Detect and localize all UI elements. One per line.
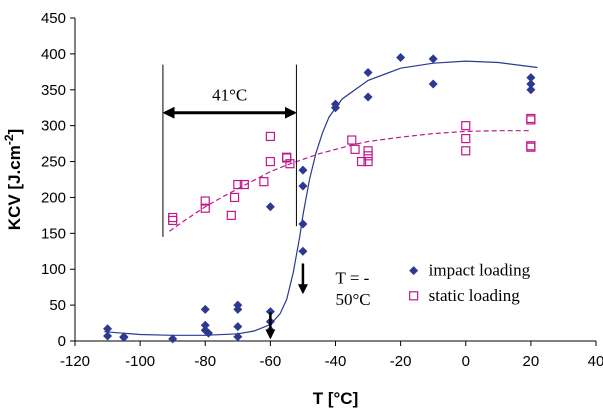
static-point	[461, 146, 471, 156]
annotations: 41°C T = - 50°C	[162, 64, 371, 340]
impact-point	[396, 52, 406, 62]
impact-point	[331, 103, 340, 113]
impact-point	[298, 165, 308, 175]
y-tick-label: 300	[41, 118, 66, 135]
y-tick-label: 150	[41, 225, 66, 242]
y-tick-label: 0	[58, 333, 66, 350]
static-point	[259, 177, 269, 187]
x-tick-label: 20	[523, 353, 540, 370]
impact-point	[298, 219, 308, 229]
x-tick-label: -120	[60, 353, 90, 370]
static-point	[526, 115, 536, 125]
static-point	[265, 156, 275, 167]
transition-label-line2: 50°C	[336, 290, 371, 309]
static-point	[229, 192, 240, 203]
y-tick-label: 200	[41, 189, 66, 206]
static-point	[356, 156, 367, 167]
static-point	[168, 215, 178, 226]
impact-point	[526, 73, 536, 83]
x-tick-label: -20	[390, 353, 412, 370]
y-tick-label: 50	[49, 297, 66, 314]
impact-point	[119, 332, 129, 342]
x-tick-label: -60	[260, 353, 282, 370]
impact-point	[204, 328, 214, 338]
static-point	[347, 135, 357, 145]
static-point	[363, 156, 373, 167]
legend: impact loading static loading	[409, 261, 531, 305]
static-point	[350, 144, 360, 154]
x-axis-title: T [°C]	[313, 389, 359, 408]
fit-curve-impact	[104, 60, 538, 336]
y-axis-title-close: ]	[5, 129, 24, 135]
x-tick-label: -100	[125, 353, 155, 370]
legend-marker-impact	[409, 266, 419, 276]
static-point	[226, 210, 236, 220]
impact-point	[233, 332, 243, 342]
static-point	[363, 151, 373, 161]
static-point	[461, 133, 471, 144]
x-tick-label: -80	[194, 353, 216, 370]
y-axis-title-superscript: -2	[2, 134, 16, 145]
static-point	[239, 179, 249, 190]
y-tick-label: 450	[41, 10, 66, 27]
transition-label-line1: T = -	[336, 269, 370, 288]
impact-point	[428, 54, 438, 64]
y-tick-label: 100	[41, 261, 66, 278]
impact-point	[298, 181, 308, 191]
impact-point	[168, 334, 178, 344]
impact-point	[428, 79, 438, 89]
impact-point	[103, 324, 113, 334]
static-point	[363, 146, 373, 156]
static-point	[168, 212, 178, 223]
fit-curves	[104, 60, 538, 336]
static-point	[265, 131, 275, 142]
static-point	[200, 203, 210, 213]
y-tick-label: 350	[41, 82, 66, 99]
static-point	[285, 159, 295, 169]
legend-label-impact: impact loading	[429, 261, 531, 280]
static-point	[282, 153, 292, 163]
fit-curve-static	[169, 130, 531, 232]
y-axis-title-main: KCV [J.cm	[5, 145, 24, 230]
x-ticks: -120 -100 -80 -60 -40 -20 0 20 40	[60, 341, 603, 370]
impact-point	[233, 322, 243, 332]
impact-point	[265, 202, 275, 212]
impact-point	[363, 92, 373, 102]
static-point	[526, 142, 536, 152]
y-axis-title: KCV [J.cm-2]	[2, 129, 24, 230]
static-point	[233, 179, 243, 190]
impact-point	[526, 85, 536, 95]
impact-point	[103, 331, 113, 341]
legend-marker-static	[409, 291, 419, 301]
y-tick-label: 250	[41, 154, 66, 171]
y-tick-label: 400	[41, 46, 66, 63]
impact-point	[363, 68, 373, 78]
x-tick-label: 40	[588, 353, 603, 370]
delta-label: 41°C	[212, 86, 247, 105]
impact-point	[200, 320, 210, 330]
static-point	[200, 196, 210, 206]
legend-label-static: static loading	[429, 286, 521, 305]
data-points	[103, 52, 536, 344]
impact-point	[200, 304, 210, 314]
impact-point	[298, 246, 308, 256]
impact-point	[265, 307, 275, 317]
impact-point	[526, 79, 536, 89]
y-ticks: 0 50 100 150 200 250 300 350 400 450	[41, 10, 75, 350]
x-tick-label: 0	[462, 353, 470, 370]
static-point	[461, 121, 471, 131]
x-tick-label: -40	[325, 353, 347, 370]
impact-point	[233, 304, 243, 314]
